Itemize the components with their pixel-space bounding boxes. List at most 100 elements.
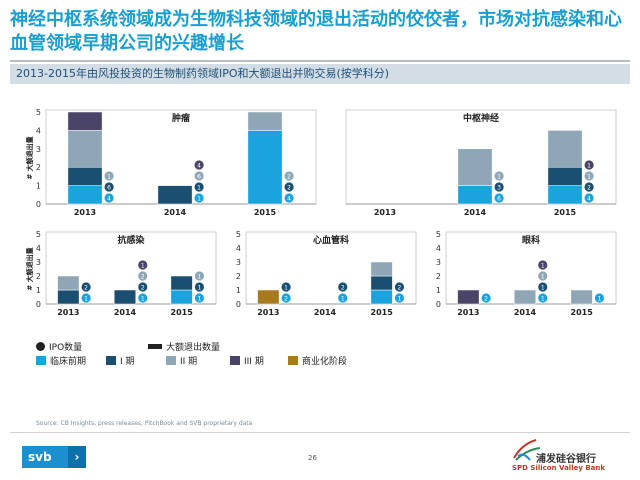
y-tick-label: 2 <box>36 163 41 172</box>
ipo-badge <box>193 181 205 193</box>
ipo-badge <box>537 281 549 293</box>
x-tick-label: 2015 <box>254 208 277 217</box>
ipo-badge-label: 1 <box>197 196 201 203</box>
ipo-badge-label: 2 <box>141 274 145 281</box>
bar-segment <box>170 275 193 291</box>
ipo-badge <box>493 170 505 182</box>
ipo-badge <box>493 192 505 204</box>
ipo-badge-label: 4 <box>587 196 591 203</box>
x-tick-label: 2014 <box>114 308 137 317</box>
ipo-badge-label: 4 <box>287 196 291 203</box>
y-tick-label: 1 <box>36 286 41 295</box>
chevron-right-icon: › <box>68 446 86 468</box>
x-tick-label: 2015 <box>171 308 194 317</box>
ipo-badge <box>493 181 505 193</box>
ipo-badge <box>193 192 205 204</box>
ipo-badge <box>103 170 115 182</box>
ipo-badge <box>283 181 295 193</box>
ipo-badge <box>537 259 549 271</box>
bar-segment <box>67 111 103 131</box>
ipo-badge <box>280 281 292 293</box>
phase3-swatch <box>230 356 240 365</box>
ipo-badge <box>583 192 595 204</box>
ipo-badge <box>337 281 349 293</box>
ipo-dot-icon <box>36 342 45 351</box>
legend-phase3-label: III 期 <box>244 357 264 367</box>
y-tick-label: 4 <box>436 244 441 253</box>
y-tick-label: 0 <box>436 300 441 309</box>
y-tick-label: 5 <box>36 108 41 117</box>
legend-commercial: 商业化阶段 <box>288 354 347 367</box>
ipo-badge-label: 1 <box>141 263 145 270</box>
bar-segment <box>457 289 480 305</box>
x-tick-label: 2013 <box>257 308 279 317</box>
ipo-badge-label: 1 <box>141 296 145 303</box>
ipo-badge <box>194 292 205 304</box>
ipo-badge-label: 2 <box>84 285 88 292</box>
bank-name-en: SPD Silicon Valley Bank <box>512 464 606 472</box>
y-tick-label: 3 <box>36 145 41 154</box>
y-tick-label: 2 <box>236 272 241 281</box>
panel-title: 肿瘤 <box>172 112 190 124</box>
y-tick-label: 5 <box>236 230 241 239</box>
ipo-badge-label: 6 <box>197 174 201 181</box>
x-tick-label: 2015 <box>371 308 394 317</box>
bar-segment <box>370 289 393 305</box>
legend-phase3: III 期 <box>230 354 264 367</box>
ipo-badge <box>280 292 292 304</box>
ipo-badge <box>283 192 295 204</box>
ipo-badge-label: 1 <box>84 296 88 303</box>
ipo-badge <box>583 170 595 182</box>
bar-segment <box>247 130 283 205</box>
phase1-swatch <box>106 356 116 365</box>
bar-segment <box>570 289 593 305</box>
ipo-badge-label: 2 <box>484 296 488 303</box>
y-tick-label: 1 <box>36 182 41 191</box>
bar-segment <box>370 275 393 291</box>
ipo-badge <box>594 292 605 304</box>
ipo-badge-label: 3 <box>497 185 501 192</box>
ipo-badge-label: 2 <box>287 174 291 181</box>
bar-segment <box>157 185 193 205</box>
legend-ipo-label: IPO数量 <box>49 343 83 353</box>
ipo-badge-label: 1 <box>541 296 545 303</box>
y-axis-label: # 大额退出量 <box>25 136 34 179</box>
ipo-badge-label: 2 <box>341 285 345 292</box>
ipo-badge-label: 1 <box>497 174 501 181</box>
source-note: Source: CB Insights, press releases, Pit… <box>36 420 253 427</box>
y-tick-label: 4 <box>36 126 41 135</box>
ipo-badge-label: 2 <box>398 285 402 292</box>
bank-name-cn: 浦发硅谷银行 <box>536 454 596 465</box>
ipo-badge <box>283 170 295 182</box>
ipo-badge <box>137 292 149 304</box>
y-tick-label: 3 <box>36 258 41 267</box>
bar-segment <box>67 185 103 205</box>
bar-segment <box>547 185 583 205</box>
ipo-badge-label: 2 <box>287 185 291 192</box>
ipo-badge <box>103 181 115 193</box>
y-tick-label: 2 <box>36 272 41 281</box>
panel-title: 中枢神经 <box>463 112 499 124</box>
ipo-badge <box>480 292 492 304</box>
ipo-badge-label: 1 <box>198 296 202 303</box>
chart-subtitle: 2013-2015年由风投投资的生物制药领域IPO和大额退出并购交易(按学科分) <box>10 64 630 84</box>
ipo-badge-label: 4 <box>197 163 201 170</box>
legend-preclinical-label: 临床前期 <box>50 357 87 367</box>
ipo-badge <box>103 192 115 204</box>
ipo-badge <box>194 281 205 293</box>
x-tick-label: 2013 <box>457 308 479 317</box>
bank-logo: 浦发硅谷银行 SPD Silicon Valley Bank <box>512 438 622 478</box>
ipo-badge <box>394 281 405 293</box>
ipo-badge <box>80 281 92 293</box>
ipo-badge-label: 1 <box>107 174 111 181</box>
preclinical-swatch <box>36 356 46 365</box>
bar-segment <box>370 261 393 277</box>
ipo-badge <box>80 292 92 304</box>
legend-phase1: I 期 <box>106 354 135 367</box>
ma-bar-icon <box>148 344 162 349</box>
x-tick-label: 2014 <box>464 208 487 217</box>
bar-segment <box>170 289 193 305</box>
panel-title: 心血管科 <box>313 234 349 246</box>
ipo-badge <box>583 181 595 193</box>
